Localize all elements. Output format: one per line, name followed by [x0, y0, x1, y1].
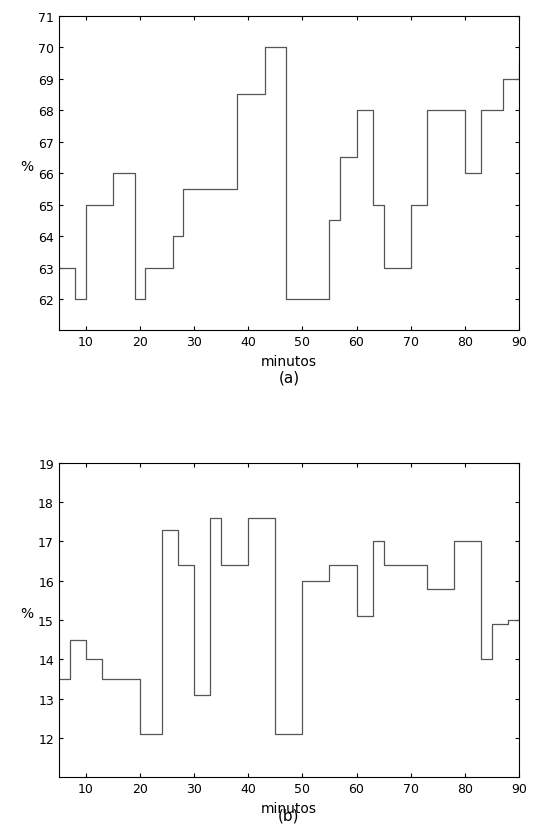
X-axis label: minutos: minutos — [261, 801, 317, 815]
X-axis label: minutos: minutos — [261, 354, 317, 369]
Y-axis label: %: % — [20, 160, 34, 174]
Text: (a): (a) — [278, 370, 300, 385]
Y-axis label: %: % — [20, 606, 34, 620]
Text: (b): (b) — [278, 808, 300, 823]
